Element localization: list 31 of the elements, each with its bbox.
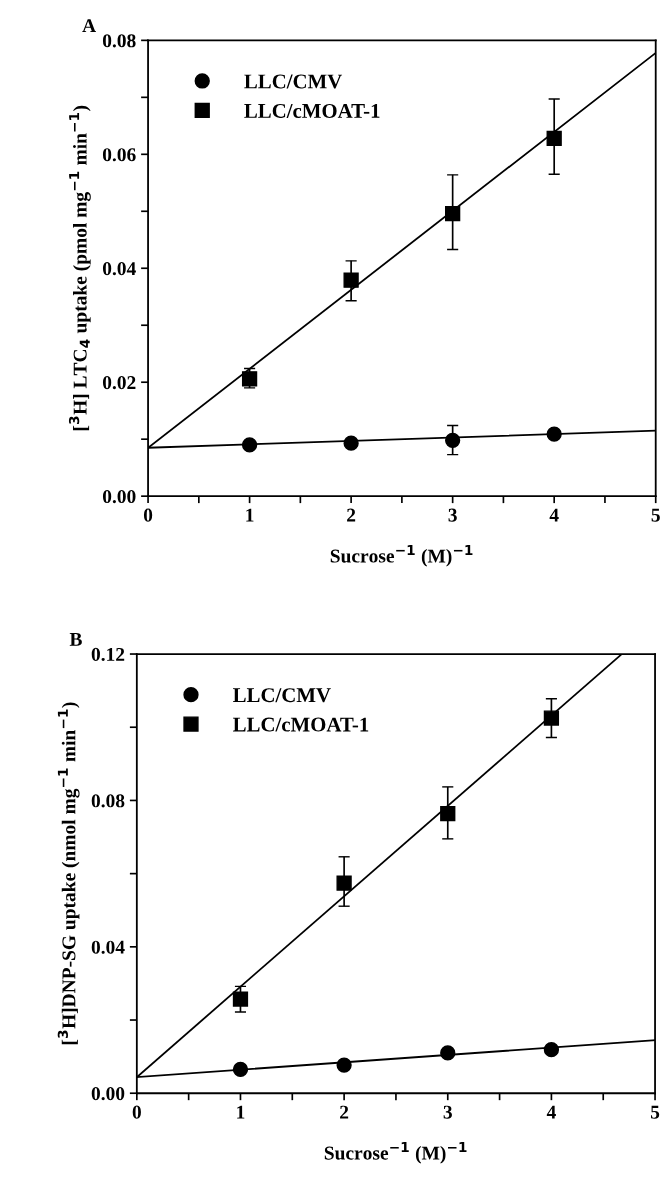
x-tick-label: 5: [651, 508, 660, 522]
x-tick-label: 5: [650, 1105, 660, 1119]
y-tick-label: 0.08: [91, 794, 125, 808]
x-tick-label: 3: [443, 1105, 452, 1119]
x-axis-title: Sucrose$^{−1}$ (M)$^{−1}$: [330, 545, 473, 567]
chart-title: A: [82, 19, 96, 33]
legend-label: LLC/CMV: [244, 74, 343, 89]
y-tick-label: 0.00: [91, 1087, 125, 1101]
x-tick-label: 0: [143, 508, 153, 522]
x-tick-label: 1: [246, 508, 254, 522]
y-tick-label: 0.06: [102, 148, 136, 162]
x-axis-title: Sucrose$^{−1}$ (M)$^{−1}$: [324, 1142, 467, 1164]
legend-label: LLC/cMOAT-1: [233, 717, 369, 732]
y-tick-label: 0.04: [102, 262, 136, 276]
y-axis-title: [$^{3}$H]DNP-SG uptake (nmol mg$^{−1}$ min$^{−1}$): [57, 702, 80, 1045]
y-tick-label: 0.00: [102, 489, 136, 504]
legend-label: LLC/CMV: [233, 688, 331, 703]
x-tick-label: 4: [546, 1105, 556, 1119]
chart-title: B: [69, 632, 82, 646]
y-tick-label: 0.08: [102, 34, 136, 48]
y-tick-label: 0.02: [102, 376, 136, 390]
x-tick-label: 4: [549, 508, 559, 522]
x-tick-label: 2: [340, 1105, 349, 1119]
y-tick-label: 0.12: [91, 647, 125, 662]
y-tick-label: 0.04: [91, 940, 125, 954]
text: [$^{3}$H] LTC$_{4}$ uptake (pmol mg$^{−1}$ min$^{−1}$): [68, 105, 91, 431]
x-tick-label: 1: [237, 1105, 245, 1119]
legend-label: LLC/cMOAT-1: [244, 103, 380, 118]
x-tick-label: 3: [448, 508, 457, 522]
x-tick-label: 0: [132, 1105, 141, 1119]
x-tick-label: 2: [347, 508, 356, 522]
